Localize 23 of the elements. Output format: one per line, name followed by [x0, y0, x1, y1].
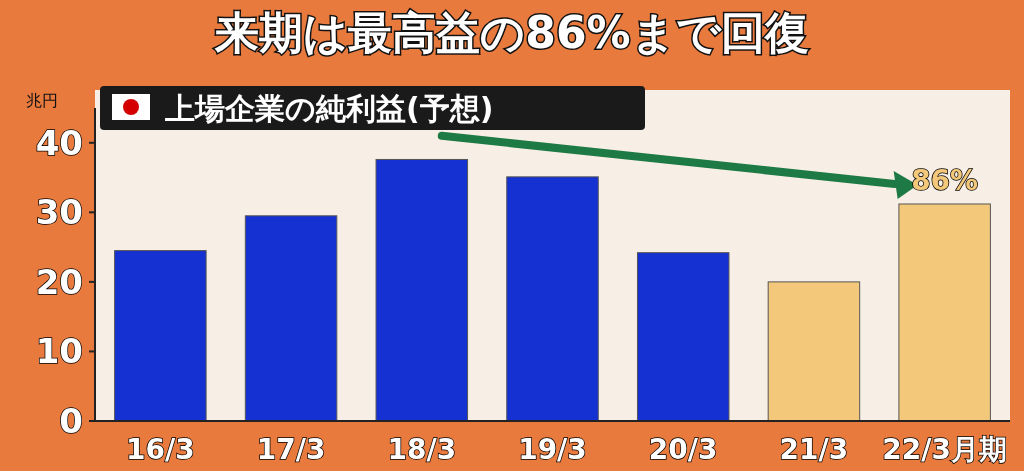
x-tick-label: 19/3	[518, 433, 587, 466]
x-tick-label: 18/3	[387, 433, 457, 466]
bar	[636, 252, 730, 422]
y-tick-label: 10	[35, 331, 83, 372]
bar	[506, 176, 599, 422]
bar	[767, 281, 861, 422]
y-axis-title: 兆円	[26, 91, 58, 110]
y-tick-label: 0	[59, 401, 83, 441]
y-tick-label: 30	[35, 192, 83, 233]
chart-title: 来期は最高益の86%まで回復	[214, 7, 809, 58]
annotation: 86%	[911, 163, 979, 197]
x-tick-label: 22/3月期	[882, 433, 1007, 466]
x-tick-label: 21/3	[779, 433, 849, 466]
chart-subtitle: 上場企業の純利益(予想)	[164, 91, 494, 126]
bar	[114, 250, 207, 422]
y-tick-label: 40	[35, 122, 83, 163]
y-tick-label: 20	[35, 261, 83, 302]
x-tick-label: 20/3	[648, 433, 718, 466]
bar	[375, 158, 469, 422]
bar	[244, 215, 338, 422]
x-tick-label: 17/3	[256, 433, 326, 466]
x-tick-label: 16/3	[126, 433, 195, 466]
bar	[898, 203, 991, 422]
